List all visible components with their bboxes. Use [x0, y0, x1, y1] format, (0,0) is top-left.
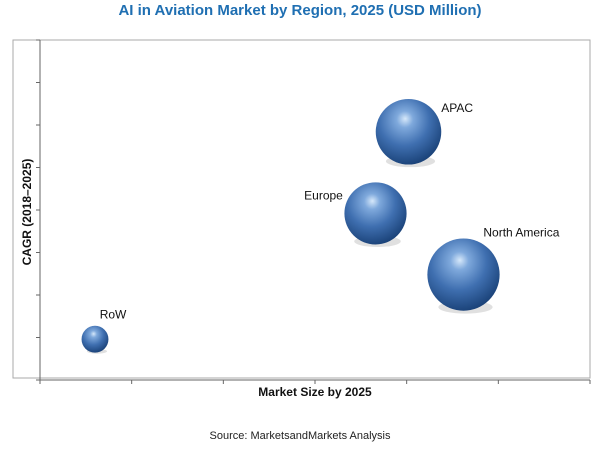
bubble-label-north-america: North America — [483, 226, 559, 240]
y-axis-title: CAGR (2018–2025) — [20, 159, 34, 266]
bubble-labels: APAC Europe North America RoW — [100, 101, 560, 321]
bubble-label-apac: APAC — [441, 101, 473, 115]
y-axis-ticks — [36, 39, 40, 381]
plot-frame — [12, 39, 591, 379]
x-axis-ticks — [39, 380, 591, 384]
bubble-series — [81, 99, 500, 354]
x-axis-title: Market Size by 2025 — [258, 385, 372, 399]
bubble-north-america — [427, 238, 500, 311]
source-note: Source: MarketsandMarkets Analysis — [209, 430, 391, 442]
bubble-label-europe: Europe — [304, 188, 343, 202]
bubble-apac — [375, 99, 442, 165]
bubble-europe — [344, 182, 407, 245]
bubble-label-row: RoW — [100, 307, 127, 321]
chart-title: AI in Aviation Market by Region, 2025 (U… — [118, 2, 482, 19]
bubble-row — [81, 325, 109, 353]
